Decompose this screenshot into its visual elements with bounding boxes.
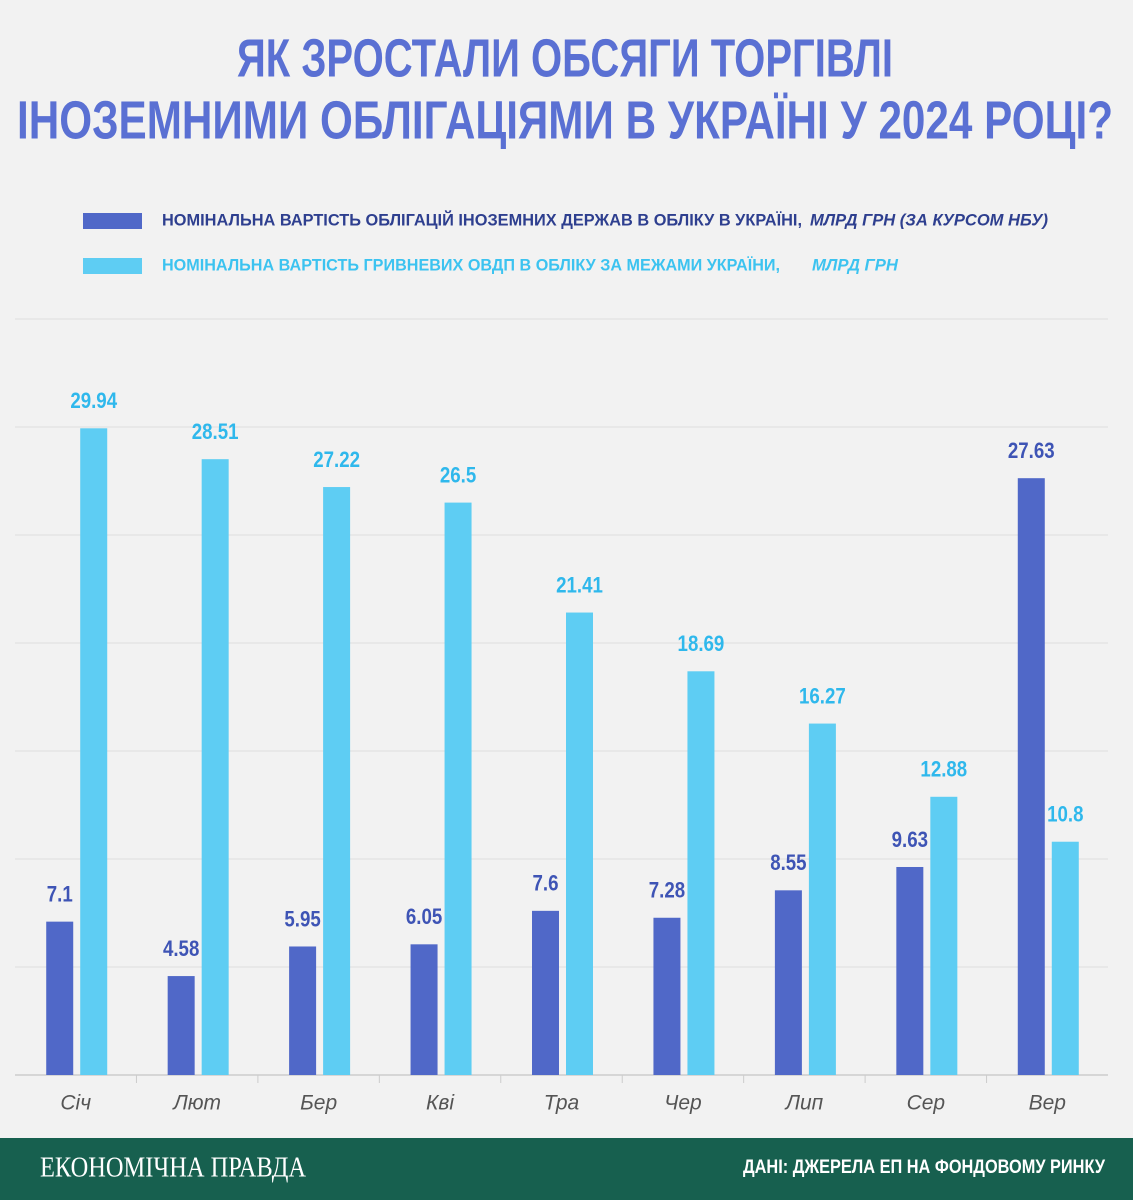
value-label: 9.63 [892,828,928,852]
bar [653,917,681,1075]
x-tick-label: Січ [60,1092,91,1115]
bar [201,459,229,1076]
bar [896,866,924,1075]
legend-label: НОМІНАЛЬНА ВАРТІСТЬ ОБЛІГАЦІЙ ІНОЗЕМНИХ … [162,210,802,229]
value-label: 7.1 [47,883,73,907]
bar [444,502,472,1076]
value-label: 6.05 [406,906,442,930]
bar [1017,478,1045,1075]
value-label: 27.63 [1008,440,1055,464]
x-tick-label: Лют [171,1092,221,1115]
value-label: 29.94 [70,390,117,414]
chart-title: ЯК ЗРОСТАЛИ ОБСЯГИ ТОРГІВЛІ [237,28,893,88]
legend-swatch [83,258,142,274]
bar [323,487,351,1076]
value-label: 27.22 [313,449,360,473]
bar [1051,841,1079,1075]
legend-unit: МЛРД ГРН [812,255,899,274]
x-tick-label: Лип [784,1092,824,1115]
x-tick-label: Тра [544,1092,580,1115]
bar [80,428,108,1075]
bar [410,944,438,1075]
bar [566,612,593,1075]
bar [930,796,958,1075]
chart-title: ІНОЗЕМНИМИ ОБЛІГАЦІЯМИ В УКРАЇНІ У 2024 … [17,90,1113,150]
legend-unit: МЛРД ГРН (ЗА КУРСОМ НБУ) [810,210,1048,229]
value-label: 16.27 [799,685,846,709]
brand: ЕКОНОМІЧНА ПРАВДА [40,1152,307,1183]
bar [808,723,836,1075]
value-label: 7.6 [533,872,559,896]
legend-label: НОМІНАЛЬНА ВАРТІСТЬ ГРИВНЕВИХ ОВДП В ОБЛ… [162,255,780,274]
legend-swatch [83,213,142,229]
value-label: 5.95 [284,908,320,932]
footer [0,1138,1133,1200]
bar [46,921,74,1075]
value-label: 4.58 [163,938,199,962]
value-label: 8.55 [770,852,806,876]
x-tick-label: Бер [300,1092,337,1115]
source: ДАНІ: ДЖЕРЕЛА ЕП НА ФОНДОВОМУ РИНКУ [743,1157,1105,1178]
value-label: 18.69 [678,633,725,657]
value-label: 10.8 [1047,803,1083,827]
x-tick-label: Кві [426,1092,455,1115]
value-label: 7.28 [649,879,685,903]
value-label: 21.41 [556,574,603,598]
bar [167,976,195,1075]
bar [289,946,317,1075]
bar [774,890,802,1075]
bar [687,671,715,1075]
value-label: 12.88 [920,758,967,782]
x-tick-label: Сер [907,1092,946,1115]
bar [532,910,559,1075]
x-tick-label: Чер [664,1092,702,1115]
value-label: 26.5 [440,464,476,488]
value-label: 28.51 [192,421,239,445]
x-tick-label: Вер [1029,1092,1066,1115]
